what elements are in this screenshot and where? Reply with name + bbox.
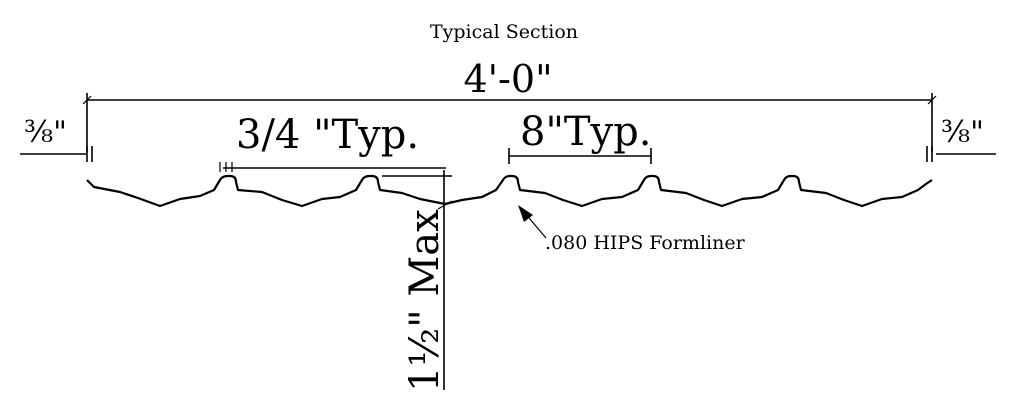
material-note-label: .080 HIPS Formliner	[545, 232, 746, 254]
overall-width-label: 4'-0"	[463, 57, 552, 101]
right-edge-label: ⅜"	[941, 115, 984, 150]
depth-dimension: 1½" Max	[382, 170, 453, 392]
drawing-title: Typical Section	[430, 21, 578, 43]
material-leader: .080 HIPS Formliner	[518, 205, 746, 254]
rib-width-dimension: 3/4 "Typ.	[219, 112, 446, 172]
formliner-profile	[86, 174, 933, 208]
right-edge-dimension: ⅜"	[926, 115, 996, 162]
leader-arrowhead	[518, 205, 533, 222]
overall-dimension: 4'-0"	[82, 57, 937, 152]
rib-spacing-label: 8"Typ.	[520, 109, 651, 155]
depth-label: 1½" Max	[402, 209, 448, 392]
left-edge-label: ⅜"	[24, 115, 67, 150]
rib-spacing-dimension: 8"Typ.	[508, 109, 652, 164]
rib-width-label: 3/4 "Typ.	[236, 112, 419, 158]
left-edge-dimension: ⅜"	[20, 115, 93, 162]
